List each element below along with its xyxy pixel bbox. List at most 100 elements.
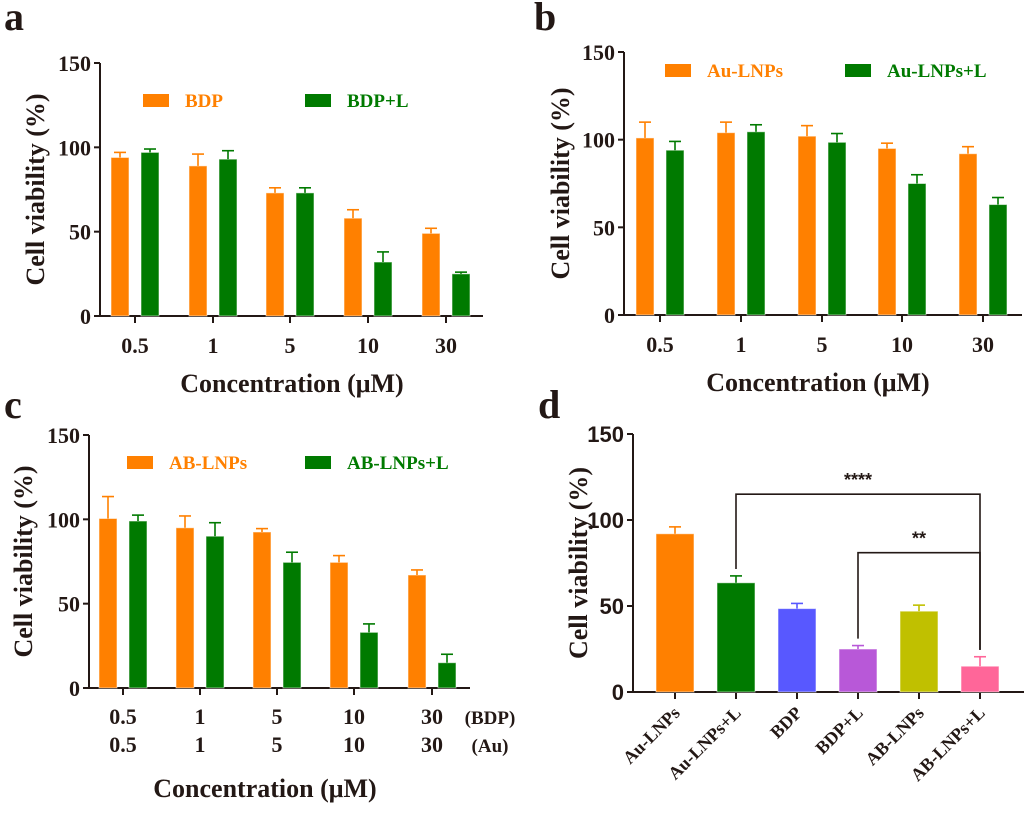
x-tick-label: 0.5	[121, 333, 149, 358]
bar	[838, 648, 878, 693]
y-tick-label: 0	[69, 676, 80, 701]
bar	[188, 165, 208, 317]
legend-swatch	[845, 64, 871, 77]
bar	[877, 147, 897, 316]
legend-label: Au-LNPs+L	[887, 61, 987, 82]
x-tick-label: 0.5	[109, 704, 137, 729]
bar	[635, 137, 655, 316]
panel-letter: c	[4, 382, 22, 427]
x-tick-label: 30	[972, 332, 994, 357]
x-tick-label: 1	[195, 704, 206, 729]
bar	[746, 131, 766, 316]
y-tick-label: 100	[582, 128, 615, 153]
y-tick-label: 100	[58, 135, 91, 160]
x-tick-label: 5	[817, 332, 828, 357]
bar	[960, 665, 1000, 693]
bar	[140, 151, 160, 317]
y-tick-label: 150	[582, 40, 615, 65]
x-axis-title: Concentration (μM)	[153, 774, 376, 803]
x-tick-label: 10	[343, 704, 365, 729]
significance-label: ****	[844, 470, 872, 490]
legend-swatch	[665, 64, 691, 77]
bar	[407, 574, 427, 689]
panel-letter: d	[538, 382, 560, 427]
bar	[899, 610, 939, 693]
x-tick-label: 30	[421, 704, 443, 729]
x-tick-label: 5	[285, 333, 296, 358]
significance-label: **	[912, 529, 926, 549]
y-tick-label: 50	[69, 220, 91, 245]
x-axis-title: Concentration (μM)	[706, 368, 929, 397]
x-tick-label: BDP+L	[811, 703, 866, 758]
x-tick-label: 5	[272, 704, 283, 729]
legend-label: BDP+L	[347, 91, 409, 112]
y-axis-title: Cell viability (%)	[9, 465, 38, 657]
legend-swatch	[143, 94, 169, 107]
bar	[716, 132, 736, 316]
bar	[282, 561, 302, 689]
bar	[359, 631, 379, 689]
x-tick-label-secondary: 5	[272, 732, 283, 757]
y-tick-label: 0	[604, 303, 615, 328]
y-tick-label: 100	[587, 508, 624, 533]
category-row-label: (Au)	[472, 736, 509, 757]
bar	[175, 527, 195, 689]
y-tick-label: 50	[600, 594, 624, 619]
bar	[716, 582, 756, 693]
panel-letter: a	[4, 0, 24, 39]
legend-label: Au-LNPs	[707, 61, 783, 82]
x-tick-label-secondary: 1	[195, 732, 206, 757]
bar	[437, 662, 457, 689]
significance-bracket	[857, 551, 981, 650]
bar	[329, 561, 349, 689]
y-tick-label: 150	[47, 423, 80, 448]
y-tick-label: 0	[80, 304, 91, 329]
bar	[265, 192, 285, 317]
legend-swatch	[305, 456, 331, 469]
bar	[421, 232, 441, 317]
bar	[205, 535, 225, 689]
y-axis-title: Cell viability (%)	[546, 87, 575, 279]
y-tick-label: 100	[47, 507, 80, 532]
y-axis-title: Cell viability (%)	[564, 467, 593, 659]
bar	[295, 192, 315, 317]
bar	[665, 149, 685, 316]
legend-swatch	[305, 94, 331, 107]
legend-swatch	[127, 456, 153, 469]
bar	[655, 533, 695, 693]
x-tick-label: 30	[435, 333, 457, 358]
bar	[128, 520, 148, 689]
legend-label: AB-LNPs+L	[347, 453, 449, 474]
x-tick-label-secondary: 10	[343, 732, 365, 757]
x-tick-label: 1	[208, 333, 219, 358]
bar	[343, 217, 363, 317]
x-tick-label: 10	[357, 333, 379, 358]
panel-b: b 0 50 100 150 Cell viability (%) Au-LNPs Au-LN…	[534, 0, 1022, 397]
bar	[797, 135, 817, 316]
category-row-label: (BDP)	[465, 708, 516, 729]
x-tick-label: 1	[736, 332, 747, 357]
y-axis-title: Cell viability (%)	[21, 93, 50, 285]
y-tick-label: 0	[612, 680, 624, 705]
y-tick-label: 150	[58, 51, 91, 76]
panel-letter: b	[534, 0, 556, 39]
bar	[218, 158, 238, 317]
x-tick-label: 0.5	[646, 332, 674, 357]
bar	[252, 531, 272, 689]
bar	[373, 261, 393, 317]
bar	[827, 141, 847, 316]
bar	[907, 183, 927, 316]
y-tick-label: 50	[58, 592, 80, 617]
x-tick-label: 10	[891, 332, 913, 357]
legend-label: BDP	[185, 91, 223, 112]
x-tick-label: BDP	[766, 703, 806, 743]
bar	[110, 156, 130, 317]
bar	[958, 153, 978, 316]
x-tick-label-secondary: 30	[421, 732, 443, 757]
x-axis-title: Concentration (μM)	[180, 369, 403, 398]
y-tick-label: 50	[593, 215, 615, 240]
legend-label: AB-LNPs	[169, 453, 247, 474]
bar	[988, 204, 1008, 316]
y-tick-label: 150	[587, 422, 624, 447]
